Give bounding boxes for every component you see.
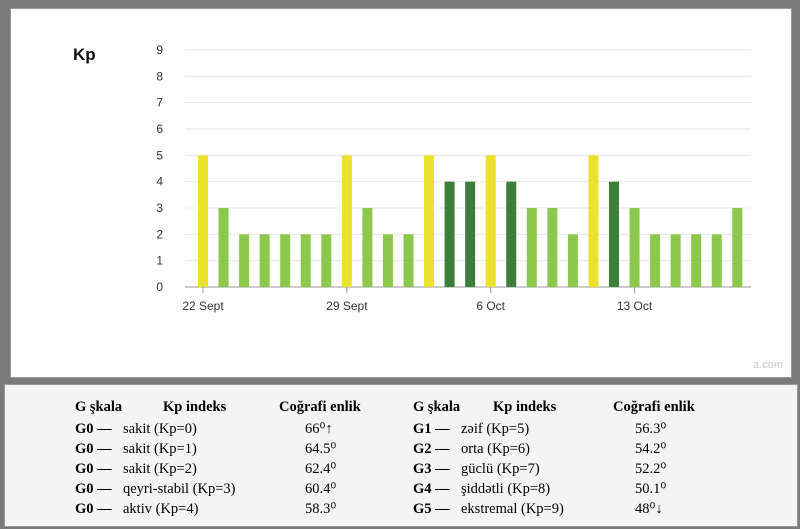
source-watermark: a.com: [753, 359, 783, 371]
bar: [526, 208, 537, 287]
table-row: G0 — sakit (Kp=0) 66⁰↑: [75, 421, 405, 441]
latitude-value: 48⁰↓: [635, 501, 663, 517]
bar: [670, 234, 681, 287]
bar: [403, 234, 414, 287]
bar: [567, 234, 578, 287]
kp-value: sakit (Kp=1): [123, 441, 197, 457]
kp-value: sakit (Kp=0): [123, 421, 197, 437]
g-level: G3 —: [413, 461, 450, 477]
table-row: G0 — qeyri-stabil (Kp=3) 60.4⁰: [75, 481, 405, 501]
bar: [732, 208, 743, 287]
bar: [444, 181, 455, 287]
bar: [465, 181, 476, 287]
kp-value: şiddətli (Kp=8): [461, 481, 551, 497]
table-row: G4 — şiddətli (Kp=8) 50.1⁰: [413, 481, 743, 501]
y-tick-label: 5: [156, 148, 163, 162]
bar: [280, 234, 291, 287]
bar: [218, 208, 229, 287]
table-header-row: G şkala Kp indeks Coğrafi enlik: [75, 399, 405, 421]
g-level: G1 —: [413, 421, 450, 437]
x-tick-label: 6 Oct: [476, 299, 505, 313]
bar: [239, 234, 250, 287]
bar: [382, 234, 393, 287]
bar: [711, 234, 722, 287]
g-level: G0 —: [75, 501, 112, 517]
latitude-value: 52.2⁰: [635, 461, 667, 477]
kp-value: güclü (Kp=7): [461, 461, 540, 477]
g-level: G0 —: [75, 441, 112, 457]
bar: [609, 181, 619, 287]
x-tick-label: 13 Oct: [617, 299, 653, 313]
bar: [485, 155, 496, 287]
table-header-row: G şkala Kp indeks Coğrafi enlik: [413, 399, 743, 421]
table-row: G2 — orta (Kp=6) 54.2⁰: [413, 441, 743, 461]
y-tick-label: 6: [156, 122, 163, 136]
kp-value: ekstremal (Kp=9): [461, 501, 564, 517]
x-tick-label: 22 Sept: [182, 299, 224, 313]
y-axis-title: Kp: [73, 45, 96, 64]
table-row: G0 — aktiv (Kp=4) 58.3⁰: [75, 501, 405, 521]
bar: [691, 234, 702, 287]
bar: [588, 155, 599, 287]
table-right-column: G şkala Kp indeks Coğrafi enlik G1 — zəi…: [413, 399, 743, 521]
latitude-value: 62.4⁰: [305, 461, 337, 477]
kp-value: zəif (Kp=5): [461, 421, 530, 437]
kp-value: orta (Kp=6): [461, 441, 530, 457]
bar: [506, 181, 517, 287]
g-scale-table: G şkala Kp indeks Coğrafi enlik G0 — sak…: [4, 384, 798, 527]
bar: [650, 234, 661, 287]
bar: [629, 208, 640, 287]
y-tick-label: 7: [156, 96, 163, 110]
latitude-value: 50.1⁰: [635, 481, 667, 497]
y-tick-label: 2: [156, 227, 163, 241]
bar: [424, 155, 435, 287]
x-tick-label: 29 Sept: [326, 299, 368, 313]
header-latitude: Coğrafi enlik: [279, 399, 361, 415]
y-tick-label: 4: [156, 175, 163, 189]
table-row: G0 — sakit (Kp=1) 64.5⁰: [75, 441, 405, 461]
g-level: G0 —: [75, 481, 112, 497]
table-row: G5 — ekstremal (Kp=9) 48⁰↓: [413, 501, 743, 521]
kp-value: sakit (Kp=2): [123, 461, 197, 477]
table-left-column: G şkala Kp indeks Coğrafi enlik G0 — sak…: [75, 399, 405, 521]
bar: [547, 208, 558, 287]
bar: [198, 155, 208, 287]
table-row: G1 — zəif (Kp=5) 56.3⁰: [413, 421, 743, 441]
bar: [259, 234, 270, 287]
kp-bar-chart: 0 1 2 3 4 5 6 7 8 9 22 Sept 29 Sept 6 Oct 13 Oct: [156, 43, 751, 313]
latitude-value: 56.3⁰: [635, 421, 667, 437]
y-tick-label: 1: [156, 254, 163, 268]
header-kp-index: Kp indeks: [163, 399, 227, 415]
kp-value: aktiv (Kp=4): [123, 501, 199, 517]
bar: [362, 208, 373, 287]
g-level: G5 —: [413, 501, 450, 517]
latitude-value: 60.4⁰: [305, 481, 337, 497]
y-tick-label: 0: [156, 280, 163, 294]
latitude-value: 58.3⁰: [305, 501, 337, 517]
header-g-scale: G şkala: [75, 399, 123, 415]
bar: [300, 234, 311, 287]
latitude-value: 54.2⁰: [635, 441, 667, 457]
y-tick-label: 3: [156, 201, 163, 215]
bar: [321, 234, 332, 287]
latitude-value: 66⁰↑: [305, 421, 333, 437]
g-level: G0 —: [75, 421, 112, 437]
header-latitude: Coğrafi enlik: [613, 399, 695, 415]
table-row: G0 — sakit (Kp=2) 62.4⁰: [75, 461, 405, 481]
chart-panel: Kp 0 1 2 3 4 5 6 7 8 9 22 Sept 29 Sept 6 Oct 13 Oct a…: [10, 8, 792, 378]
header-g-scale: G şkala: [413, 399, 461, 415]
y-tick-label: 8: [156, 69, 163, 83]
header-kp-index: Kp indeks: [493, 399, 557, 415]
y-tick-label: 9: [156, 43, 163, 57]
latitude-value: 64.5⁰: [305, 441, 337, 457]
table-row: G3 — güclü (Kp=7) 52.2⁰: [413, 461, 743, 481]
g-level: G2 —: [413, 441, 450, 457]
bar: [341, 155, 352, 287]
kp-value: qeyri-stabil (Kp=3): [123, 481, 236, 497]
g-level: G4 —: [413, 481, 450, 497]
g-level: G0 —: [75, 461, 112, 477]
